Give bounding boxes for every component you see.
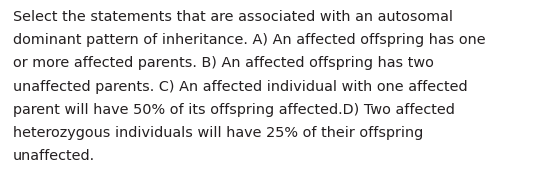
Text: unaffected parents. C) An affected individual with one affected: unaffected parents. C) An affected indiv… bbox=[13, 80, 468, 94]
Text: dominant pattern of inheritance. A) An affected offspring has one: dominant pattern of inheritance. A) An a… bbox=[13, 33, 485, 47]
Text: unaffected.: unaffected. bbox=[13, 149, 95, 163]
Text: Select the statements that are associated with an autosomal: Select the statements that are associate… bbox=[13, 10, 453, 24]
Text: or more affected parents. B) An affected offspring has two: or more affected parents. B) An affected… bbox=[13, 56, 434, 70]
Text: heterozygous individuals will have 25% of their offspring: heterozygous individuals will have 25% o… bbox=[13, 126, 424, 140]
Text: parent will have 50% of its offspring affected.D) Two affected: parent will have 50% of its offspring af… bbox=[13, 103, 455, 117]
